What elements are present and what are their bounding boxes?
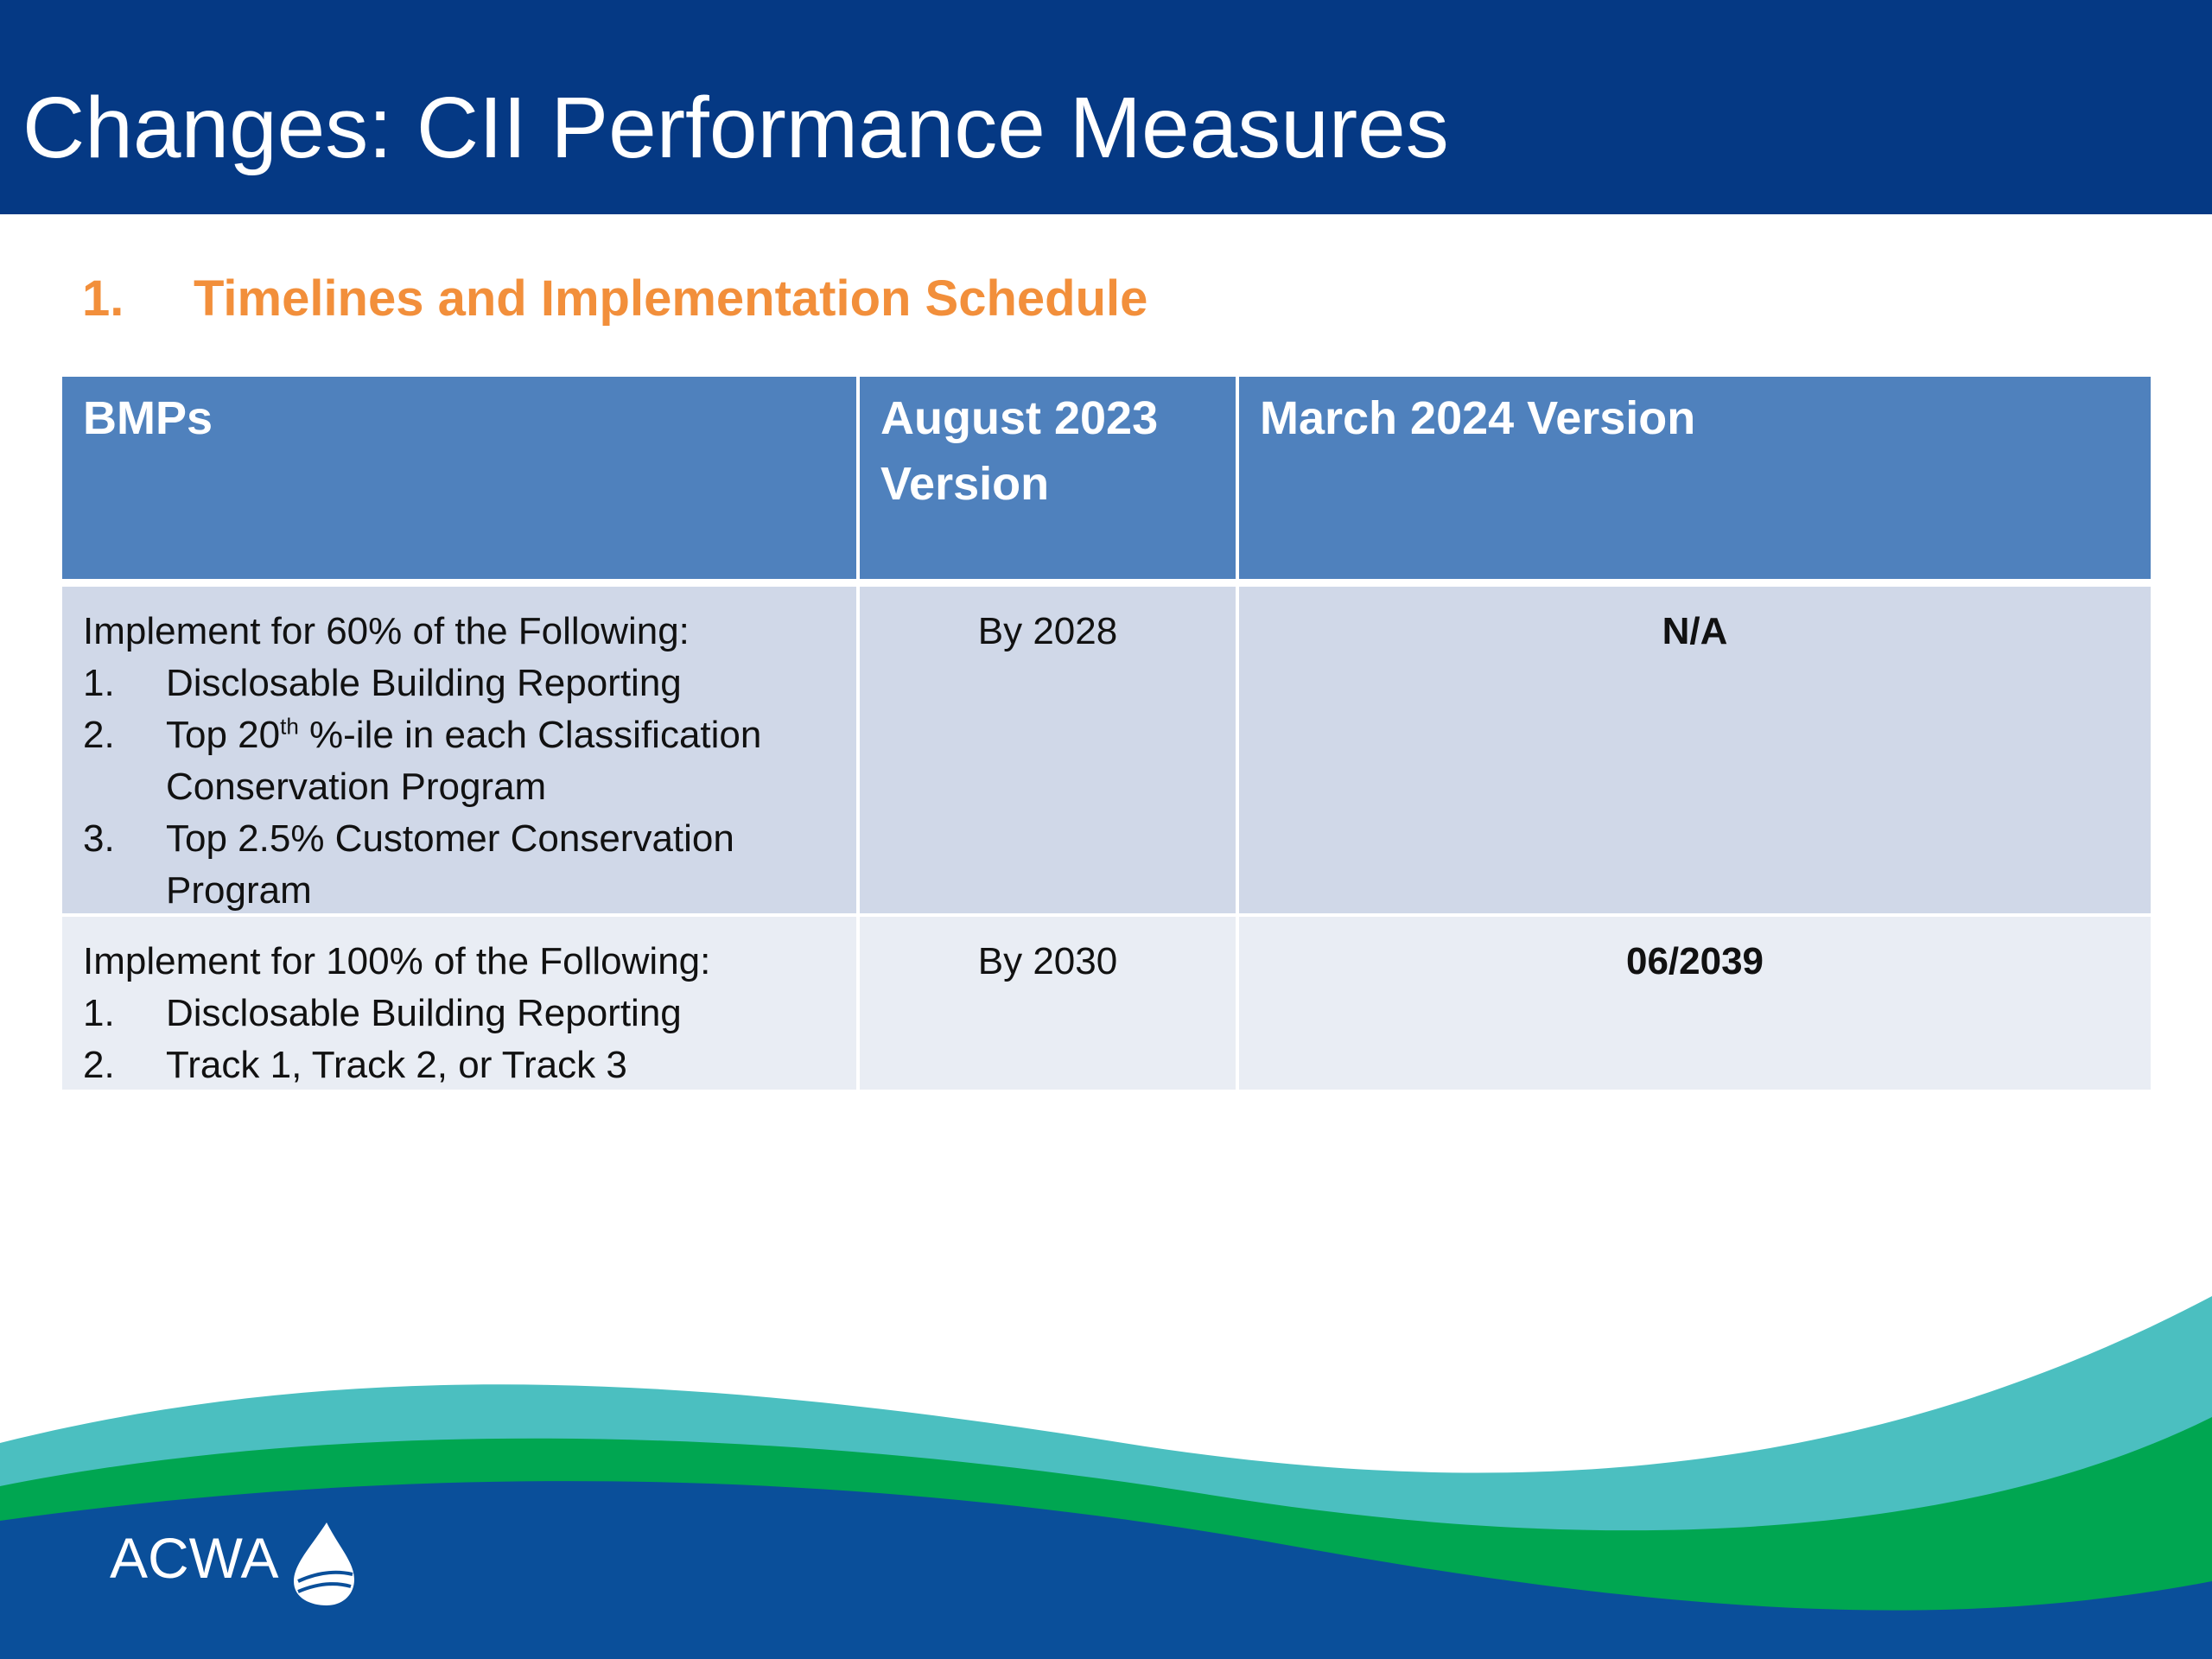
blue-wave xyxy=(0,1481,2212,1659)
section-title: Timelines and Implementation Schedule xyxy=(194,270,1148,327)
list-item: 1. Disclosable Building Reporting xyxy=(83,658,836,709)
march-cell: 06/2039 xyxy=(1239,917,2151,1090)
section-number: 1. xyxy=(82,270,124,327)
item-text: Track 1, Track 2, or Track 3 xyxy=(166,1044,627,1086)
bmp-intro: Implement for 60% of the Following: xyxy=(83,610,690,652)
item-text: Top 2.5% Customer Conservation Program xyxy=(166,817,734,912)
list-item: 2. Top 20th %-ile in each Classification … xyxy=(83,709,836,813)
column-header: March 2024 Version xyxy=(1239,377,2151,579)
logo-drop-lines xyxy=(297,1570,353,1593)
august-cell: By 2030 xyxy=(860,917,1236,1090)
item-text: %-ile in each Classification Conservatio… xyxy=(166,714,772,808)
header-band: Changes: CII Performance Measures xyxy=(0,0,2212,214)
slide-title: Changes: CII Performance Measures xyxy=(22,79,1449,176)
list-item: 3. Top 2.5% Customer Conservation Program xyxy=(83,813,836,917)
superscript: th xyxy=(280,713,299,740)
item-number: 3. xyxy=(83,817,115,860)
column-header: BMPs xyxy=(62,377,856,579)
bmp-cell: Implement for 60% of the Following: 1. Di… xyxy=(62,587,856,913)
bmp-cell: Implement for 100% of the Following: 1. D… xyxy=(62,917,856,1090)
list-item: 1. Disclosable Building Reporting xyxy=(83,988,836,1039)
item-text: Disclosable Building Reporting xyxy=(166,992,682,1034)
march-cell: N/A xyxy=(1239,587,2151,913)
item-number: 1. xyxy=(83,662,115,704)
list-item: 2. Track 1, Track 2, or Track 3 xyxy=(83,1039,836,1091)
item-number: 2. xyxy=(83,1044,115,1086)
august-cell: By 2028 xyxy=(860,587,1236,913)
item-number: 2. xyxy=(83,714,115,756)
logo-text: ACWA xyxy=(110,1526,279,1590)
item-number: 1. xyxy=(83,992,115,1034)
bmp-intro: Implement for 100% of the Following: xyxy=(83,940,711,982)
item-text: Disclosable Building Reporting xyxy=(166,662,682,704)
column-header: August 2023 Version xyxy=(860,377,1236,579)
item-text: Top 20 xyxy=(166,714,281,756)
